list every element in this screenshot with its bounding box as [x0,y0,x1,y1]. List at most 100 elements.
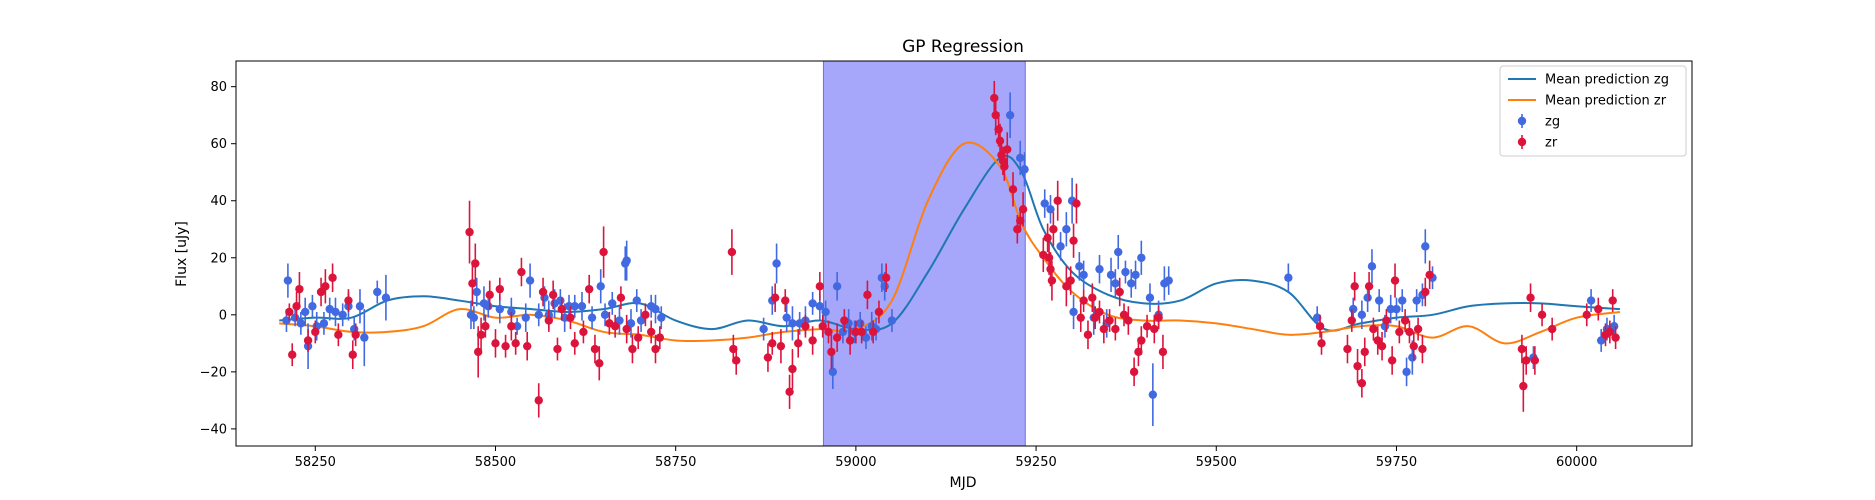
data-point-zr [616,293,626,302]
data-point-zg [596,282,605,291]
data-point-zr [1317,339,1326,348]
data-point-zg [808,299,817,308]
data-point-zg [1062,225,1071,234]
data-point-zg [1075,262,1084,271]
data-point-zr [295,284,304,294]
data-point-zr [1405,327,1414,337]
y-tick-label: 20 [210,251,227,266]
data-point-zr [628,344,637,354]
data-point-zr [1008,185,1018,194]
data-point-zg [600,310,610,320]
data-point-zr [781,296,790,305]
data-point-zr [845,336,855,345]
data-point-zg [308,302,317,311]
data-point-zr [501,341,510,351]
series-zr [285,80,1620,418]
data-point-zg [521,313,530,322]
data-point-zg [815,302,825,311]
data-point-zg [484,302,493,311]
data-point-zg [1127,279,1136,288]
data-point-zr [1154,313,1163,322]
data-point-zr [868,327,878,337]
data-point-zr [1062,282,1071,291]
data-point-zr [1421,287,1430,297]
data-point-zg [1095,264,1104,274]
data-point-zr [801,322,810,331]
data-point-zr [288,350,297,359]
data-point-zr [874,307,884,317]
data-point-zr [1357,379,1367,388]
data-point-zr [538,287,548,297]
data-point-zr [827,347,836,357]
data-point-zg [1106,270,1116,280]
data-point-zr [1083,330,1093,339]
data-point-zg [1111,279,1120,288]
data-point-zg [495,304,505,314]
data-point-zr [1350,282,1359,291]
data-point-zr [348,350,357,359]
data-point-zg [1114,247,1123,257]
data-point-zr [548,290,558,300]
data-point-zr [1582,310,1591,320]
data-point-zr [768,339,777,348]
data-point-zr [1105,316,1114,325]
data-point-zr [566,313,575,322]
data-point-zr [334,330,343,339]
data-point-zg [1421,242,1430,251]
data-point-zg [577,302,587,311]
data-point-zg [1069,307,1078,317]
data-point-zg [880,282,889,291]
data-point-zr [881,273,891,282]
data-point-zg [1121,267,1130,277]
data-point-zg [472,287,481,297]
legend-label: zr [1545,136,1558,151]
data-point-zg [360,333,369,342]
data-point-zr [471,259,480,268]
data-point-zg [1137,253,1146,262]
data-point-zr [727,247,737,257]
data-point-zr [485,290,494,300]
data-point-zr [1395,327,1404,337]
data-point-zr [1608,296,1617,305]
data-point-zr [1124,316,1133,325]
data-point-zr [1390,276,1400,285]
data-point-zr [1069,236,1078,245]
data-point-zr [1018,205,1028,214]
data-point-zg [1398,296,1407,305]
data-point-zr [832,333,842,342]
data-point-zr [622,324,631,334]
data-point-zr [732,356,741,365]
data-point-zr [321,282,330,291]
y-tick-label: 40 [210,194,227,209]
data-point-zg [657,313,666,322]
data-point-zg [626,319,636,328]
data-point-zr [646,327,656,337]
data-point-zr [1387,356,1397,365]
y-tick-label: 0 [219,308,227,323]
data-point-zg [1020,165,1029,174]
data-point-zg [338,310,347,320]
data-point-zr [1413,324,1423,334]
data-point-zg [615,316,624,325]
data-point-zg [1357,310,1367,320]
data-point-zr [1377,341,1387,351]
data-point-zr [1409,341,1418,351]
data-point-zg [632,296,641,305]
data-point-zg [512,322,522,331]
data-point-zg [381,293,391,302]
data-point-zr [794,339,803,348]
y-axis: −40 −20 0 20 40 60 80 [200,80,236,437]
data-point-zr [1095,307,1104,317]
data-point-zr [808,336,817,345]
data-point-zr [1519,381,1528,391]
data-point-zg [283,276,293,285]
data-point-zr [285,307,294,317]
x-tick-label: 58500 [475,455,516,470]
data-point-zg [828,367,838,377]
x-tick-label: 58250 [295,455,336,470]
data-point-zr [1049,225,1058,234]
data-point-zg [782,313,791,322]
data-point-zg [1586,296,1596,305]
data-point-zr [491,339,500,348]
